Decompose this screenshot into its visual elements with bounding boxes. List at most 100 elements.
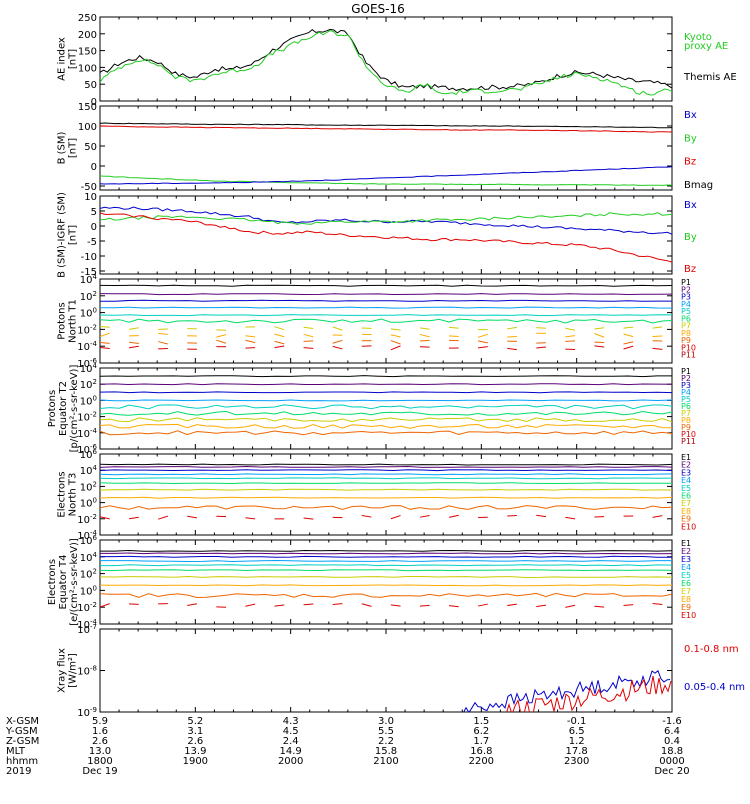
series-segment [129,517,139,518]
series-segment [245,604,255,606]
series-line [100,467,672,468]
series-segment [420,328,430,329]
legend-label: Bz [684,264,696,275]
series-line [100,506,672,510]
y-tick-label: 10-2 [77,601,97,614]
panel-frame [100,196,672,274]
series-segment [653,348,663,349]
series-segment [275,605,285,606]
y-tick-label: -10 [81,252,97,263]
series-segment [362,604,372,607]
series-segment [391,329,401,330]
legend-label: Bx [684,200,697,211]
series-segment [420,516,430,518]
series-segment [594,333,604,337]
legend-label: E10 [681,611,696,620]
y-tick-label: 50 [84,142,97,153]
series-segment [100,333,110,336]
series-line-bx [100,167,672,184]
legend-label: Bz [684,157,696,168]
series-line [100,570,672,571]
series-line-by [100,176,672,186]
series-segment [536,605,546,606]
series-segment [653,604,663,605]
series-line-kyoto-proxy-ae [100,31,672,95]
panel-bsm [100,106,672,190]
y-tick-label: 102 [80,290,97,303]
series-segment [624,334,634,337]
y-tick-label: 150 [78,47,97,58]
series-segment [158,333,168,334]
series-segment [391,335,401,337]
series-line [100,464,672,465]
panel-p2 [100,368,672,449]
y-tick-label: 104 [80,464,98,477]
series-line [100,478,672,479]
y-tick-label: 106 [80,534,98,547]
series-segment [391,341,401,344]
series-segment [216,340,226,343]
y-axis-label: B (SM) [57,131,68,164]
series-segment [333,327,343,330]
y-tick-label: 10-8 [77,665,97,678]
series-segment [275,334,285,337]
series-line [100,483,672,484]
panel-xray [100,629,672,714]
series-segment [536,328,546,329]
panel-frame [100,540,672,624]
series-segment [304,327,314,328]
plot-title: GOES-16 [351,2,405,16]
series-segment [391,605,401,606]
y-tick-label: 102 [80,480,97,493]
series-line [100,319,672,323]
y-tick-label: 10-7 [77,623,97,636]
series-segment [129,346,139,348]
series-segment [624,342,634,344]
legend-label: Themis AE [683,72,737,83]
series-line [100,315,672,316]
y-tick-label: 10-2 [77,513,97,526]
series-segment [653,516,663,518]
series-segment [565,605,575,607]
series-segment [420,340,430,341]
legend-label: By [684,133,697,144]
y-tick-label: 50 [84,80,97,91]
panel-e2 [100,540,672,624]
series-line [100,577,672,578]
series-segment [507,516,517,517]
x-axis-value: 2200 [469,756,494,767]
y-tick-label: 10-2 [77,323,97,336]
y-axis-label: Protons [57,302,68,339]
series-line [100,418,672,422]
legend-label: 0.1-0.8 nm [684,644,739,655]
series-segment [536,515,546,516]
y-axis-label: Electrons [57,471,68,517]
y-tick-label: 104 [80,362,98,375]
legend-label: P11 [681,437,696,446]
series-segment [594,346,604,347]
y-tick-label: 100 [80,584,97,597]
y-tick-label: -5 [87,237,97,248]
y-tick-label: 104 [80,551,98,564]
series-segment [507,604,517,605]
y-axis-label: [nT] [68,49,79,69]
series-segment [478,334,488,337]
series-segment [216,335,226,338]
series-line [100,553,672,554]
x-axis-value: Dec 19 [82,766,117,777]
x-axis-value: 2100 [373,756,398,767]
legend-label: Bmag [684,180,713,191]
series-line [100,551,672,552]
y-tick-label: 102 [80,568,97,581]
series-line [100,400,672,401]
series-segment [478,341,488,343]
panel-frame [100,368,672,449]
series-line [100,497,672,498]
series-line [100,556,672,557]
series-line [100,470,672,471]
series-segment [594,328,604,329]
series-segment [333,346,343,349]
y-tick-label: 10 [84,192,97,203]
series-segment [275,327,285,330]
series-line-themis-ae [100,29,672,90]
